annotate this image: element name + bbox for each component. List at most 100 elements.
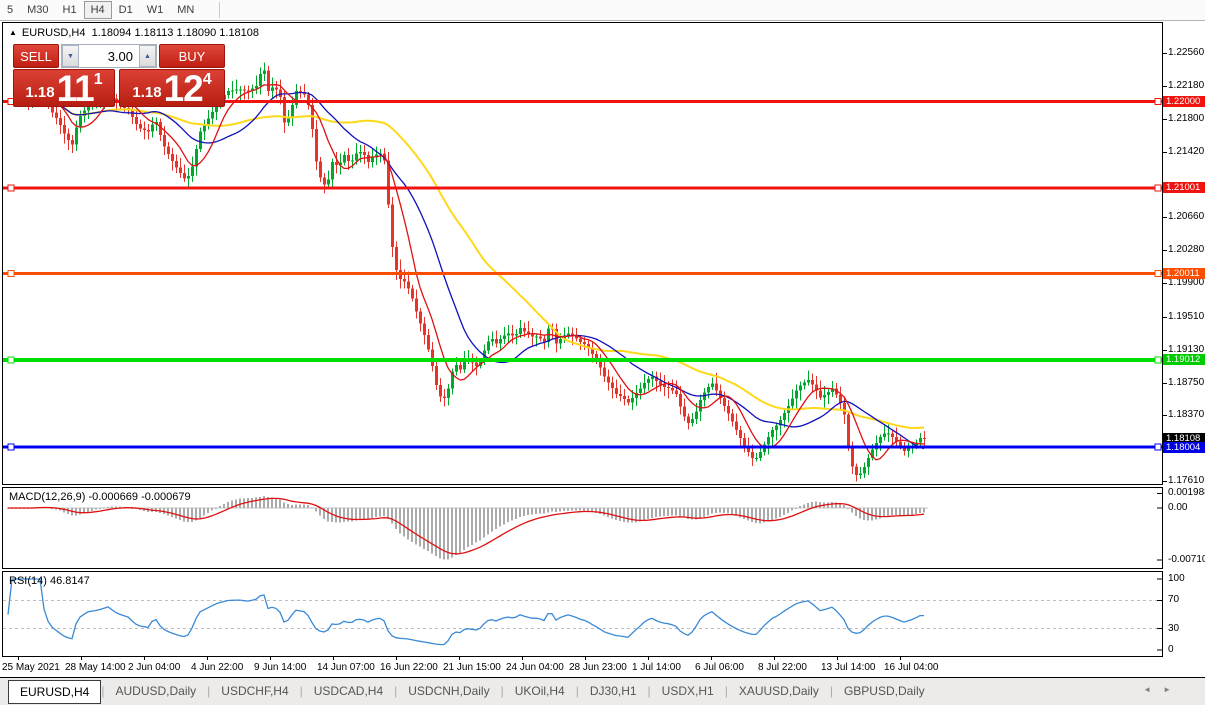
time-tick-mark xyxy=(459,657,460,660)
sell-price-sup: 1 xyxy=(93,71,103,88)
time-tick-label: 9 Jun 14:00 xyxy=(254,662,307,673)
time-tick-mark xyxy=(774,657,775,660)
time-tick-label: 16 Jul 04:00 xyxy=(884,662,939,673)
timeframe-button-mn[interactable]: MN xyxy=(177,4,195,16)
price-tick-mark xyxy=(1163,283,1167,285)
price-tag-1.21001: 1.21001 xyxy=(1163,182,1205,194)
tab-audusd-daily[interactable]: AUDUSD,Daily xyxy=(115,684,197,698)
price-tick-mark xyxy=(1163,250,1167,252)
volume-spinner: ▼ ▲ xyxy=(61,44,157,68)
buy-button[interactable]: BUY xyxy=(159,44,225,68)
hline-1.19012[interactable] xyxy=(3,356,1162,364)
timeframe-button-d1[interactable]: D1 xyxy=(118,4,133,16)
tab-scroll-arrows[interactable]: ◄► xyxy=(1143,685,1183,694)
price-tick-label: 1.19900 xyxy=(1168,277,1205,289)
tab-separator: | xyxy=(394,684,398,698)
price-tick-label: 1.19510 xyxy=(1168,310,1205,322)
time-axis[interactable]: 25 May 2021 28 May 14:00 2 Jun 04:00 4 Jun … xyxy=(0,657,1205,678)
sell-price-button[interactable]: 1.18 11 1 xyxy=(13,69,115,107)
macd-histogram xyxy=(7,496,925,560)
tab-ukoil-h4[interactable]: UKOil,H4 xyxy=(514,684,565,698)
tab-usdcnh-daily[interactable]: USDCNH,Daily xyxy=(408,684,490,698)
buy-price-button[interactable]: 1.18 12 4 xyxy=(119,69,225,107)
time-tick-mark xyxy=(522,657,523,660)
tab-usdcad-h4[interactable]: USDCAD,H4 xyxy=(313,684,384,698)
volume-input[interactable] xyxy=(79,45,139,67)
price-tick-mark xyxy=(1163,415,1167,417)
price-tick-mark xyxy=(1163,481,1167,483)
price-tick-mark xyxy=(1163,118,1167,120)
macd-axis-label: 0.00 xyxy=(1168,502,1188,513)
price-tick-label: 1.21420 xyxy=(1168,145,1205,157)
tab-separator: | xyxy=(724,684,728,698)
ma-fast-red-line xyxy=(27,84,925,461)
timeframe-button-h4[interactable]: H4 xyxy=(83,1,112,19)
time-tick-mark xyxy=(711,657,712,660)
price-tick-mark xyxy=(1163,349,1167,351)
time-tick-mark xyxy=(900,657,901,660)
time-tick-label: 2 Jun 04:00 xyxy=(128,662,181,673)
buy-price-base: 1.18 xyxy=(132,84,162,101)
price-tick-mark xyxy=(1163,316,1167,318)
time-tick-mark xyxy=(144,657,145,660)
macd-axis-label: -0.00710 xyxy=(1168,554,1205,565)
tab-separator: | xyxy=(829,684,833,698)
price-tick-mark xyxy=(1163,53,1167,54)
chart-tabs-bar: EURUSD,H4 | AUDUSD,Daily | USDCHF,H4 | USDCAD,… xyxy=(0,678,1205,705)
time-tick-label: 8 Jul 22:00 xyxy=(758,662,807,673)
macd-signal-line xyxy=(8,497,925,555)
rsi-label: RSI(14) 46.8147 xyxy=(9,575,90,587)
tab-separator: | xyxy=(101,684,105,698)
timeframe-button-5[interactable]: 5 xyxy=(7,4,14,16)
price-tick-mark xyxy=(1163,85,1167,87)
candlestick-series xyxy=(27,62,926,482)
price-tag-1.20011: 1.20011 xyxy=(1163,267,1205,279)
timeframe-button-h1[interactable]: H1 xyxy=(62,4,77,16)
tab-usdchf-h4[interactable]: USDCHF,H4 xyxy=(221,684,289,698)
price-tick-label: 1.21800 xyxy=(1168,112,1205,124)
timeframe-button-m30[interactable]: M30 xyxy=(27,4,49,16)
hline-1.20011[interactable] xyxy=(3,269,1162,278)
hline-1.21001[interactable] xyxy=(3,184,1162,192)
rsi-line xyxy=(7,578,924,646)
tab-usdx-h1[interactable]: USDX,H1 xyxy=(661,684,714,698)
chart-title: ▲ EURUSD,H4 1.18094 1.18113 1.18090 1.181… xyxy=(9,27,259,39)
tab-scroll-left-icon[interactable]: ◄ xyxy=(1143,685,1164,694)
time-tick-label: 1 Jul 14:00 xyxy=(632,662,681,673)
rsi-axis-label: 30 xyxy=(1168,622,1180,634)
time-tick-mark xyxy=(207,657,208,660)
hline-1.18004[interactable] xyxy=(3,443,1162,451)
volume-increase-icon[interactable]: ▲ xyxy=(139,45,156,67)
time-tick-mark xyxy=(18,657,19,660)
tab-dj30-h1[interactable]: DJ30,H1 xyxy=(589,684,637,698)
rsi-axis-label: 100 xyxy=(1168,573,1185,584)
price-axis[interactable]: 1.22560 1.22180 1.21800 1.21420 1.20660 1.202… xyxy=(1163,22,1205,657)
sell-price-base: 1.18 xyxy=(25,84,55,101)
tab-gbpusd-daily[interactable]: GBPUSD,Daily xyxy=(843,684,925,698)
sell-price-big: 11 xyxy=(56,68,95,109)
timeframe-button-w1[interactable]: W1 xyxy=(146,4,164,16)
chart-ohlc: 1.18094 1.18113 1.18090 1.18108 xyxy=(91,27,260,39)
time-tick-label: 24 Jun 04:00 xyxy=(506,662,564,673)
macd-axis-label: 0.001988 xyxy=(1168,487,1205,499)
macd-label: MACD(12,26,9) -0.000669 -0.000679 xyxy=(9,491,191,503)
tab-xauusd-daily[interactable]: XAUUSD,Daily xyxy=(738,684,819,698)
tab-separator: | xyxy=(647,684,651,698)
price-tag-1.22000: 1.22000 xyxy=(1163,95,1205,107)
volume-decrease-icon[interactable]: ▼ xyxy=(62,45,79,67)
timeframe-toolbar: 5 M30 H1 H4 D1 W1 MN xyxy=(0,0,1205,21)
sell-button[interactable]: SELL xyxy=(13,44,59,68)
ma-slow-yellow-line xyxy=(27,95,925,430)
time-tick-mark xyxy=(333,657,334,660)
tab-eurusd-h4[interactable]: EURUSD,H4 xyxy=(8,680,102,704)
tab-scroll-right-icon[interactable]: ► xyxy=(1163,685,1183,694)
price-tick-label: 1.20660 xyxy=(1168,211,1205,223)
rsi-axis-label: 0 xyxy=(1168,644,1174,655)
buy-price-big: 12 xyxy=(163,68,204,109)
toolbar-separator xyxy=(219,2,221,18)
tab-separator: | xyxy=(207,684,211,698)
time-tick-mark xyxy=(585,657,586,660)
collapse-triangle-icon[interactable]: ▲ xyxy=(9,28,17,37)
